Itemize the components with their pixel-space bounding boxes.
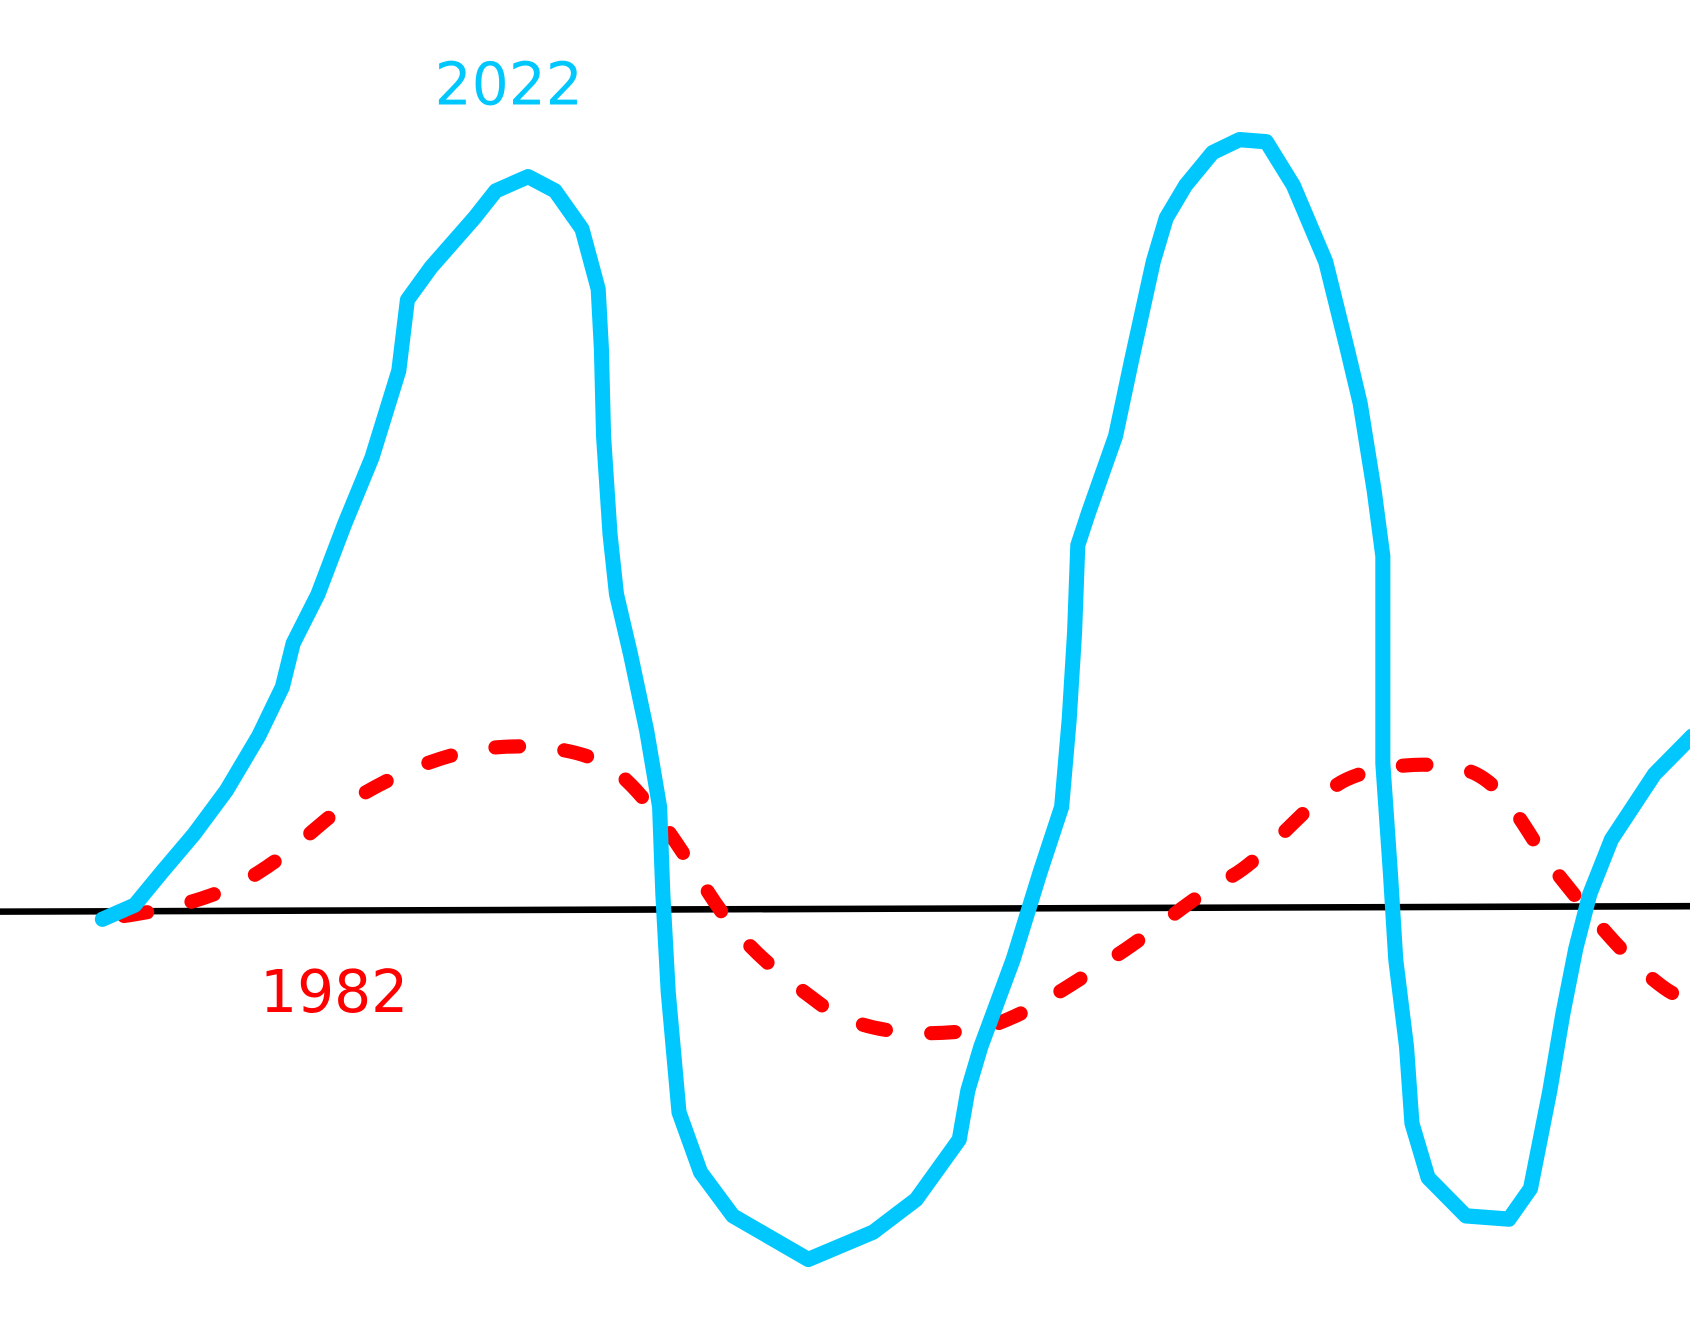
curve-1982	[116, 739, 1690, 1041]
baseline	[0, 902, 1690, 915]
label-1982: 1982	[260, 958, 408, 1026]
label-2022: 2022	[435, 50, 583, 118]
curve-2022	[94, 131, 1690, 1268]
